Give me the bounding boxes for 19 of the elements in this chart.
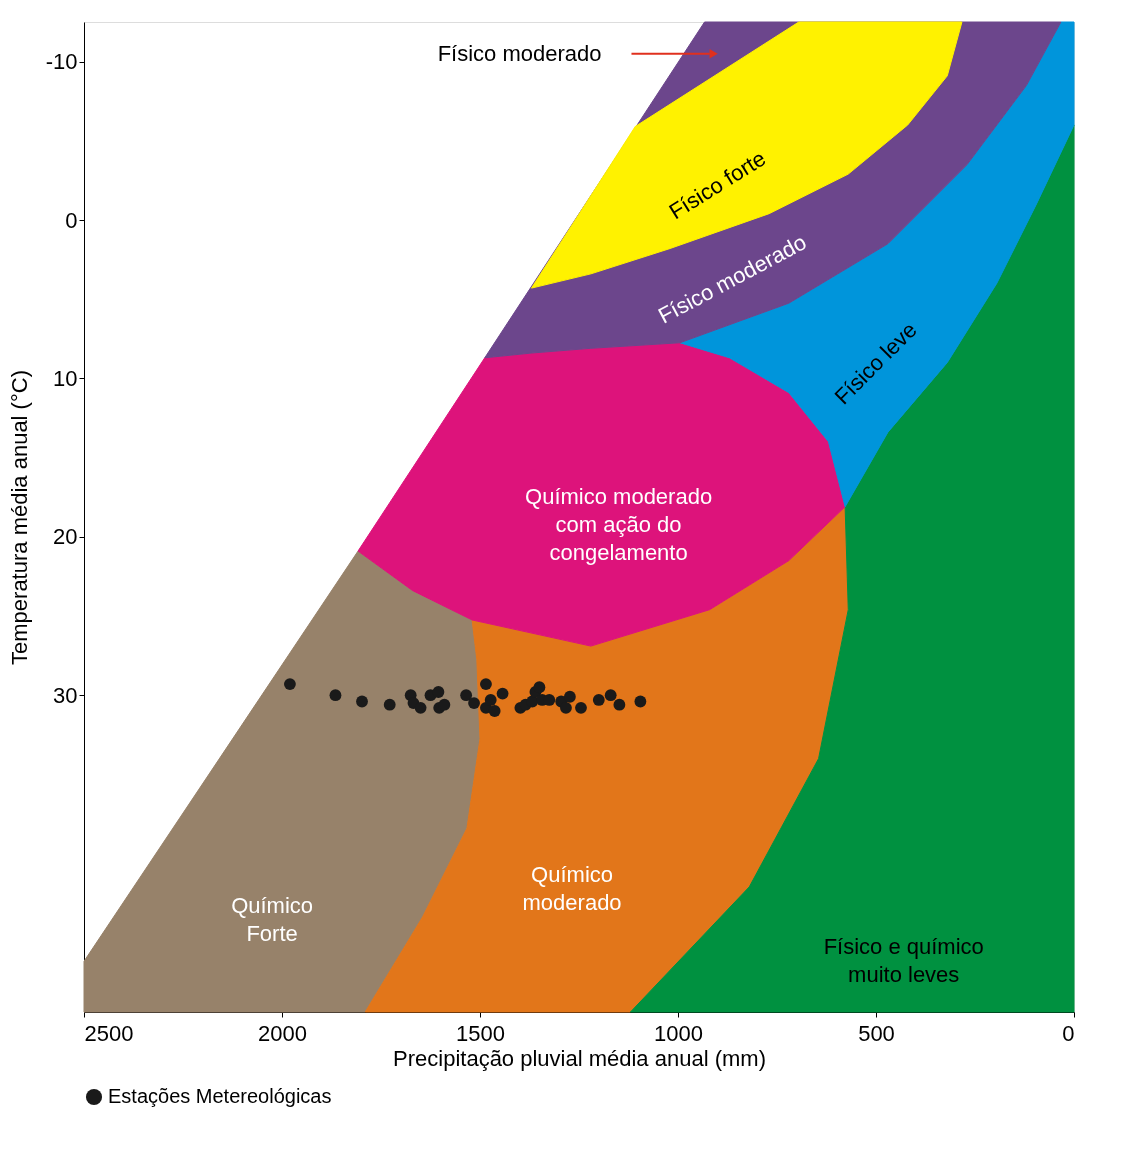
y-tick-label: 20 [53, 524, 78, 550]
x-tick-label: 2000 [258, 1020, 307, 1046]
y-axis-title: Temperatura média anual (°C) [6, 370, 32, 665]
y-tick-label: 30 [53, 682, 78, 708]
x-tick-label: 1000 [654, 1020, 703, 1046]
x-axis-title: Precipitação pluvial média anual (mm) [393, 1045, 766, 1071]
y-tick-label: 10 [53, 365, 78, 391]
y-tick-label: 0 [65, 207, 78, 233]
x-tick-label: 1500 [456, 1020, 505, 1046]
annotation: Químico Forte [231, 893, 314, 947]
annotation: Químico moderado com ação do congelamento [525, 484, 713, 566]
annotation: Químico moderado [522, 862, 622, 916]
legend-label: Estações Metereológicas [108, 1085, 332, 1107]
x-tick-label: 0 [1062, 1020, 1075, 1046]
annotation: Físico moderado [437, 40, 602, 66]
annotation: Físico e químico muito leves [823, 933, 984, 987]
y-tick-label: -10 [45, 49, 78, 75]
x-tick-label: 2500 [84, 1020, 134, 1046]
x-tick-label: 500 [858, 1020, 895, 1046]
